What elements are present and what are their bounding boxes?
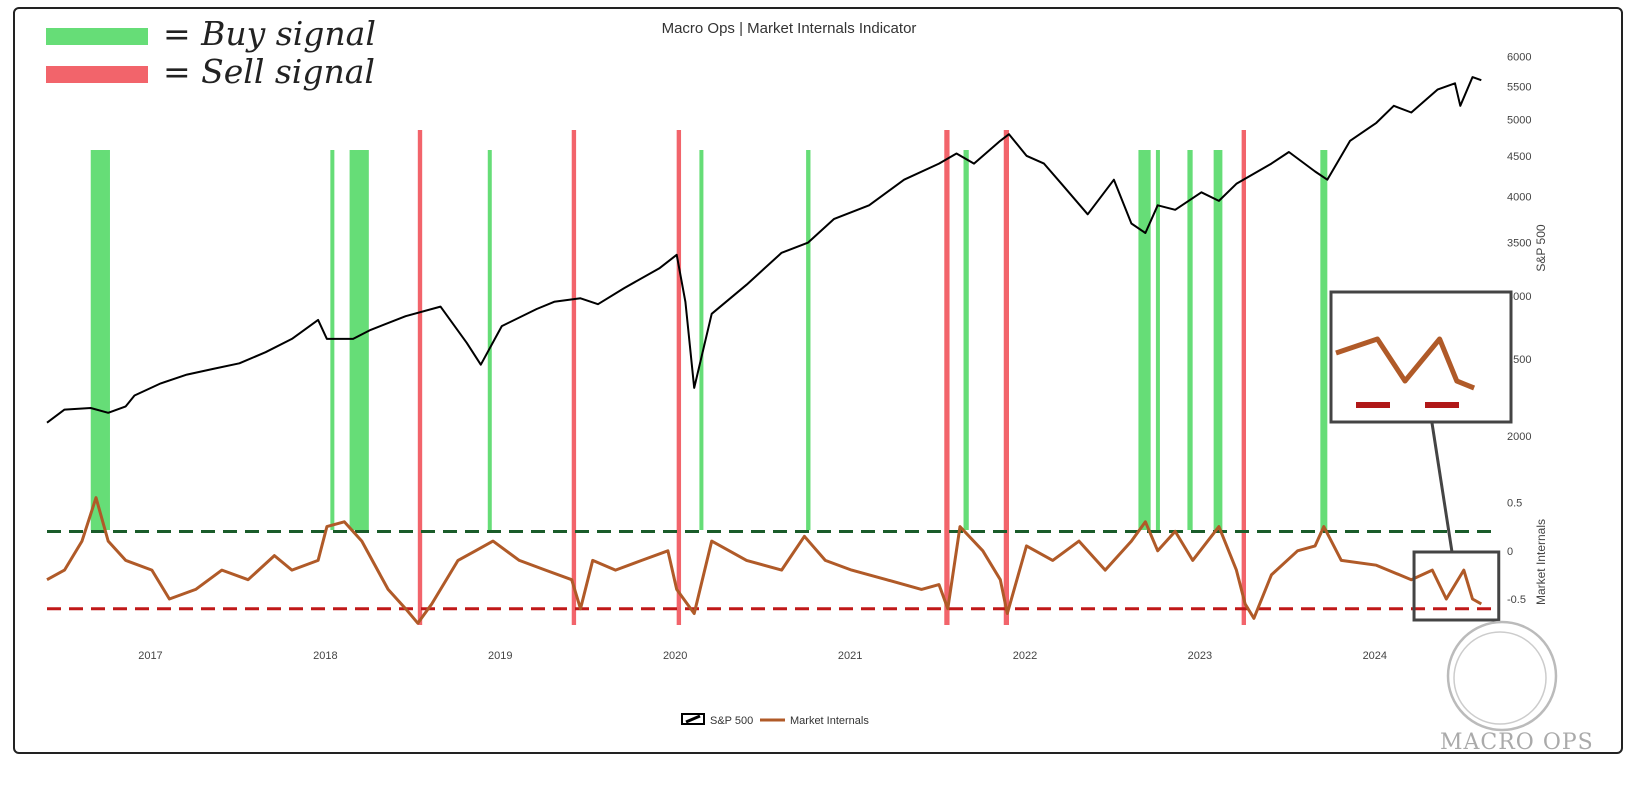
- sell-signal-band-3: [417, 130, 423, 625]
- x-tick-label-2019: 2019: [488, 650, 512, 662]
- y-top-tick-5500: 5500: [1507, 81, 1531, 93]
- sell-signal-band-6: [676, 130, 682, 625]
- y-top-tick-6000: 6000: [1507, 51, 1531, 63]
- chart-frame: [13, 7, 1623, 754]
- y-bottom-tick-0_5: 0.5: [1507, 497, 1522, 509]
- watermark-circle: [1446, 620, 1558, 732]
- sell-signal-band-11: [1003, 130, 1009, 625]
- buy-signal-band-7: [699, 150, 704, 530]
- inset-box: [1329, 290, 1513, 424]
- x-tick-label-2023: 2023: [1188, 650, 1212, 662]
- sp500-line: [46, 76, 1482, 424]
- buy-signal-band-1: [330, 150, 335, 530]
- watermark-text: MACRO OPS: [1440, 730, 1594, 755]
- y-top-tick-4500: 4500: [1507, 151, 1531, 163]
- sell-signal-band-5: [571, 130, 577, 625]
- x-tick-label-2024: 2024: [1363, 650, 1387, 662]
- legend-internals-label: Market Internals: [790, 715, 869, 727]
- buy-signal-band-13: [1155, 150, 1160, 530]
- buy-signal-band-17: [1320, 150, 1328, 530]
- y-bottom-tick-0: 0: [1507, 546, 1513, 558]
- legend-sp500-line: [685, 714, 701, 724]
- sell-signal-band-16: [1241, 130, 1247, 625]
- sell-signal-legend-label: = Sell signal: [163, 52, 375, 91]
- y-bottom-tick--0_5: -0.5: [1507, 594, 1526, 606]
- y-top-tick-3000: 3000: [1507, 291, 1531, 303]
- buy-signal-band-4: [487, 150, 492, 530]
- y-top-tick-5000: 5000: [1507, 114, 1531, 126]
- sell-signal-band-9: [944, 130, 950, 625]
- sell-signal-swatch: [46, 66, 148, 83]
- y-bottom-axis-label: Market Internals: [1534, 519, 1548, 605]
- inset-connector: [1430, 422, 1454, 553]
- x-tick-label-2021: 2021: [838, 650, 862, 662]
- buy-signal-band-14: [1187, 150, 1193, 530]
- buy-signal-legend-label: = Buy signal: [163, 14, 376, 53]
- buy-signal-band-2: [349, 150, 369, 530]
- inset-internals-line: [1335, 336, 1476, 391]
- chart-title: Macro Ops | Market Internals Indicator: [661, 20, 917, 37]
- inset-sell-mark-1: [1356, 402, 1390, 408]
- x-tick-label-2020: 2020: [663, 650, 687, 662]
- y-top-axis-label: S&P 500: [1534, 224, 1548, 271]
- x-tick-label-2022: 2022: [1013, 650, 1037, 662]
- buy-signal-band-0: [90, 150, 110, 530]
- legend-sp500-label: S&P 500: [710, 715, 753, 727]
- x-tick-label-2018: 2018: [313, 650, 337, 662]
- buy-signal-swatch: [46, 28, 148, 45]
- buy-signal-band-10: [963, 150, 969, 530]
- highlight-box: [1412, 550, 1501, 622]
- x-tick-label-2017: 2017: [138, 650, 162, 662]
- market-internals-line: [46, 496, 1483, 625]
- buy-signal-band-8: [806, 150, 811, 530]
- buy-signal-band-15: [1213, 150, 1223, 530]
- y-top-tick-2000: 2000: [1507, 431, 1531, 443]
- y-top-tick-3500: 3500: [1507, 238, 1531, 250]
- y-top-tick-4000: 4000: [1507, 192, 1531, 204]
- inset-sell-mark-2: [1425, 402, 1459, 408]
- watermark-circle-inner: [1453, 631, 1547, 725]
- y-top-tick-2500: 2500: [1507, 354, 1531, 366]
- buy-signal-band-12: [1138, 150, 1151, 530]
